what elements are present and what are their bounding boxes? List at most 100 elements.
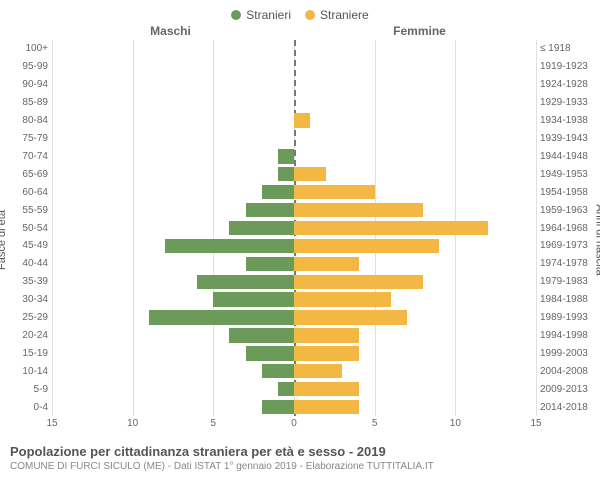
x-tick: 10 <box>127 418 138 429</box>
bar-pair <box>52 291 536 309</box>
bar-pair <box>52 327 536 345</box>
birth-year-label: 1944-1948 <box>536 151 594 162</box>
legend-label-female: Straniere <box>320 8 369 22</box>
age-label: 35-39 <box>6 276 52 287</box>
legend-dot-female <box>305 10 315 20</box>
age-label: 5-9 <box>6 384 52 395</box>
age-label: 15-19 <box>6 348 52 359</box>
bar-row: 65-691949-1953 <box>6 165 594 183</box>
bar-pair <box>52 147 536 165</box>
bar-female <box>294 203 423 217</box>
birth-year-label: 1974-1978 <box>536 258 594 269</box>
bar-male <box>197 275 294 289</box>
birth-year-label: 1924-1928 <box>536 79 594 90</box>
bar-female <box>294 221 488 235</box>
bar-pair <box>52 165 536 183</box>
x-axis: 15105051015 <box>52 416 536 440</box>
birth-year-label: 2014-2018 <box>536 402 594 413</box>
bar-pair <box>52 201 536 219</box>
bar-row: 40-44 1974-1978 <box>6 255 594 273</box>
bar-male <box>246 257 294 271</box>
legend-label-male: Stranieri <box>246 8 291 22</box>
age-label: 20-24 <box>6 330 52 341</box>
age-label: 70-74 <box>6 151 52 162</box>
age-label: 55-59 <box>6 205 52 216</box>
bar-female <box>294 113 310 127</box>
x-tick: 15 <box>530 418 541 429</box>
legend: Stranieri Straniere <box>6 8 594 22</box>
age-label: 75-79 <box>6 133 52 144</box>
bar-row: 90-94 1924-1928 <box>6 76 594 94</box>
bar-row: 85-891929-1933 <box>6 94 594 112</box>
bar-male <box>262 364 294 378</box>
bar-row: 35-39 1979-1983 <box>6 273 594 291</box>
bar-male <box>278 167 294 181</box>
bar-female <box>294 400 359 414</box>
age-label: 80-84 <box>6 115 52 126</box>
birth-year-label: 1949-1953 <box>536 169 594 180</box>
age-label: 100+ <box>6 43 52 54</box>
bar-row: 50-541964-1968 <box>6 219 594 237</box>
bar-rows: 100+≤ 191895-991919-192390-941924-192885… <box>6 40 594 416</box>
age-label: 10-14 <box>6 366 52 377</box>
birth-year-label: 1964-1968 <box>536 223 594 234</box>
bar-row: 20-241994-1998 <box>6 327 594 345</box>
bar-pair <box>52 112 536 130</box>
bar-female <box>294 310 407 324</box>
legend-item-male: Stranieri <box>231 8 291 22</box>
bar-row: 75-79 1939-1943 <box>6 130 594 148</box>
bar-pair <box>52 398 536 416</box>
bar-pair <box>52 130 536 148</box>
age-label: 60-64 <box>6 187 52 198</box>
bar-pair <box>52 344 536 362</box>
x-tick: 5 <box>211 418 217 429</box>
bar-female <box>294 185 375 199</box>
bar-pair <box>52 362 536 380</box>
bar-pair <box>52 255 536 273</box>
bar-row: 80-841934-1938 <box>6 112 594 130</box>
bar-pair <box>52 40 536 58</box>
birth-year-label: 1989-1993 <box>536 312 594 323</box>
bar-row: 30-341984-1988 <box>6 291 594 309</box>
bar-row: 0-4 2014-2018 <box>6 398 594 416</box>
bar-pair <box>52 309 536 327</box>
age-label: 25-29 <box>6 312 52 323</box>
header-female: Femmine <box>295 24 594 38</box>
birth-year-label: 1954-1958 <box>536 187 594 198</box>
chart-footer: Popolazione per cittadinanza straniera p… <box>6 444 594 472</box>
birth-year-label: 1939-1943 <box>536 133 594 144</box>
birth-year-label: 2004-2008 <box>536 366 594 377</box>
y-axis-right-title: Anni di nascita <box>594 204 600 276</box>
age-label: 90-94 <box>6 79 52 90</box>
bar-row: 45-491969-1973 <box>6 237 594 255</box>
chart-container: Stranieri Straniere Maschi Femmine Fasce… <box>0 0 600 500</box>
bar-male <box>262 185 294 199</box>
birth-year-label: 1999-2003 <box>536 348 594 359</box>
bar-pair <box>52 237 536 255</box>
bar-pair <box>52 58 536 76</box>
birth-year-label: 2009-2013 <box>536 384 594 395</box>
bar-female <box>294 275 423 289</box>
legend-item-female: Straniere <box>305 8 369 22</box>
bar-pair <box>52 76 536 94</box>
chart-title: Popolazione per cittadinanza straniera p… <box>10 444 594 459</box>
bar-male <box>165 239 294 253</box>
bar-male <box>229 221 294 235</box>
bar-row: 55-59 1959-1963 <box>6 201 594 219</box>
bar-male <box>246 346 294 360</box>
age-label: 0-4 <box>6 402 52 413</box>
age-label: 40-44 <box>6 258 52 269</box>
birth-year-label: 1979-1983 <box>536 276 594 287</box>
birth-year-label: 1969-1973 <box>536 240 594 251</box>
bar-pair <box>52 94 536 112</box>
age-label: 30-34 <box>6 294 52 305</box>
bar-male <box>229 328 294 342</box>
birth-year-label: 1959-1963 <box>536 205 594 216</box>
bar-female <box>294 346 359 360</box>
bar-female <box>294 328 359 342</box>
bar-male <box>278 382 294 396</box>
chart-subtitle: COMUNE DI FURCI SICULO (ME) - Dati ISTAT… <box>10 461 594 472</box>
bar-female <box>294 364 342 378</box>
bar-female <box>294 382 359 396</box>
plot-area: Fasce di età Anni di nascita 100+≤ 19189… <box>6 40 594 440</box>
